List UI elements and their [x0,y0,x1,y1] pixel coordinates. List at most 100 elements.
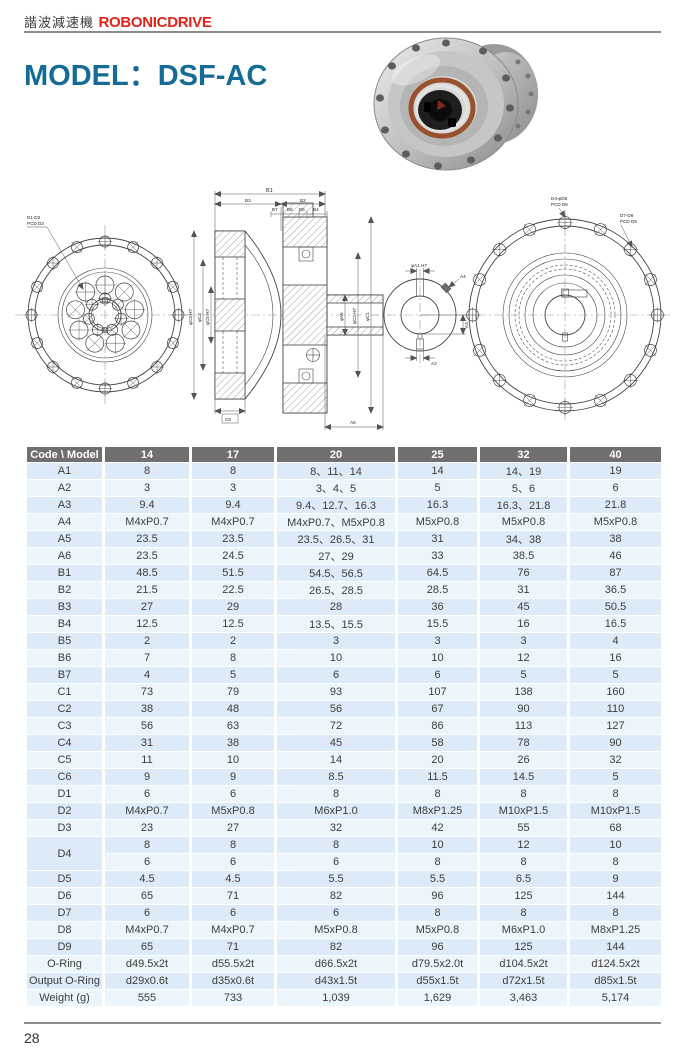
table-row: B7 4 5 6 6 5 5 [27,667,661,683]
table-row: B6 7 8 10 10 12 16 [27,650,661,666]
table-cell: 6 [192,854,274,870]
column-header: 14 [105,447,189,462]
dim-label-b3: B3 [245,198,251,203]
planet-holes [66,274,146,354]
row-code: D9 [27,939,102,955]
table-cell: M5xP0.8 [480,514,567,530]
table-cell: 65 [105,888,189,904]
rear-view-label2-line2: PCD D9 [620,219,637,224]
table-cell: 96 [398,888,477,904]
table-cell: 73 [105,684,189,700]
table-cell: 2 [192,633,274,649]
table-cell: 5 [570,667,661,683]
table-cell: 10 [277,650,395,666]
table-cell: 10 [398,837,477,853]
table-cell: 733 [192,990,274,1006]
table-row: O-Ring d49.5x2t d55.5x2t d66.5x2t d79.5x2.0t… [27,956,661,972]
table-cell: 8 [192,463,274,479]
row-code: Output O-Ring [27,973,102,989]
table-cell: 36 [398,599,477,615]
table-cell: M4xP0.7 [192,922,274,938]
table-cell: 26 [480,752,567,768]
table-cell: M6xP1.0 [277,803,395,819]
row-code: B1 [27,565,102,581]
dim-label-c1: φC1 [365,312,370,321]
table-cell: d29x0.6t [105,973,189,989]
table-cell: 6 [192,905,274,921]
table-cell: 8 [277,786,395,802]
row-code: D8 [27,922,102,938]
row-code: B4 [27,616,102,632]
table-cell: 5,174 [570,990,661,1006]
table-cell: 16.5 [570,616,661,632]
brand-chinese: 諧波減速機 [24,15,95,30]
table-cell: 10 [398,650,477,666]
table-cell: 27、29 [277,548,395,564]
row-code: A4 [27,514,102,530]
table-row: B2 21.5 22.5 26.5、28.5 28.5 31 36.5 [27,582,661,598]
table-cell: 113 [480,718,567,734]
front-view-label-line2: PCD D3 [27,221,44,226]
row-code: D6 [27,888,102,904]
table-cell: 28 [277,599,395,615]
table-cell: 46 [570,548,661,564]
table-row: D3 23 27 32 42 55 68 [27,820,661,836]
table-cell: 11.5 [398,769,477,785]
row-code: C6 [27,769,102,785]
table-cell: 6 [398,667,477,683]
table-cell: 8 [480,905,567,921]
table-cell: 48.5 [105,565,189,581]
table-cell: 8 [105,837,189,853]
table-cell: 23.5、26.5、31 [277,531,395,547]
table-cell: 8 [480,786,567,802]
rear-view-drawing: D4-φD5 PCD D6 D7-D8 PCD D9 [460,196,670,420]
table-row: D4 8 8 8 10 12 10 [27,837,661,870]
table-cell: M5xP0.8 [398,514,477,530]
table-cell: 1,039 [277,990,395,1006]
table-cell: 5、6 [480,480,567,496]
bolt-holes-outer [24,234,186,396]
page-number: 28 [24,1030,40,1046]
table-cell: M8xP1.25 [570,922,661,938]
table-cell: 4 [105,667,189,683]
table-cell: 9 [570,871,661,887]
table-cell: 45 [277,735,395,751]
table-cell: 65 [105,939,189,955]
table-cell: 16.3、21.8 [480,497,567,513]
table-cell: 78 [480,735,567,751]
table-cell: 16.3 [398,497,477,513]
table-row: A2 3 3 3、4、5 5 5、6 6 [27,480,661,496]
table-cell: 19 [570,463,661,479]
row-code: B2 [27,582,102,598]
table-cell: 5 [570,769,661,785]
row-code: C4 [27,735,102,751]
table-cell: M5xP0.8 [398,922,477,938]
table-cell: 38 [105,701,189,717]
column-header: 25 [398,447,477,462]
table-cell: 12 [480,650,567,666]
table-cell: 63 [192,718,274,734]
rear-view-label1-line2: PCD D6 [551,202,568,207]
row-code: C5 [27,752,102,768]
table-cell: 138 [480,684,567,700]
table-cell: 32 [570,752,661,768]
cross-section-drawing: B1 B3 B2 B7 B6 B5 B4 φC3 H7 φC4 φC5 H7 φ… [183,188,391,430]
table-cell: 86 [398,718,477,734]
table-row: D9 65 71 82 96 125 144 [27,939,661,955]
table-cell: 68 [570,820,661,836]
table-cell: 8 [192,650,274,666]
table-cell: 7 [105,650,189,666]
row-code: C3 [27,718,102,734]
table-cell: 125 [480,939,567,955]
table-cell: 56 [105,718,189,734]
table-cell: 3 [398,633,477,649]
row-code: B3 [27,599,102,615]
row-code: Weight (g) [27,990,102,1006]
dim-label-c6: C6 [225,417,231,422]
table-cell: 6 [105,905,189,921]
front-view-drawing: D1-D2 PCD D3 [15,215,195,405]
table-cell: 12 [480,837,567,853]
table-cell: M4xP0.7、M5xP0.8 [277,514,395,530]
dim-label-b6: B6 [287,207,293,212]
